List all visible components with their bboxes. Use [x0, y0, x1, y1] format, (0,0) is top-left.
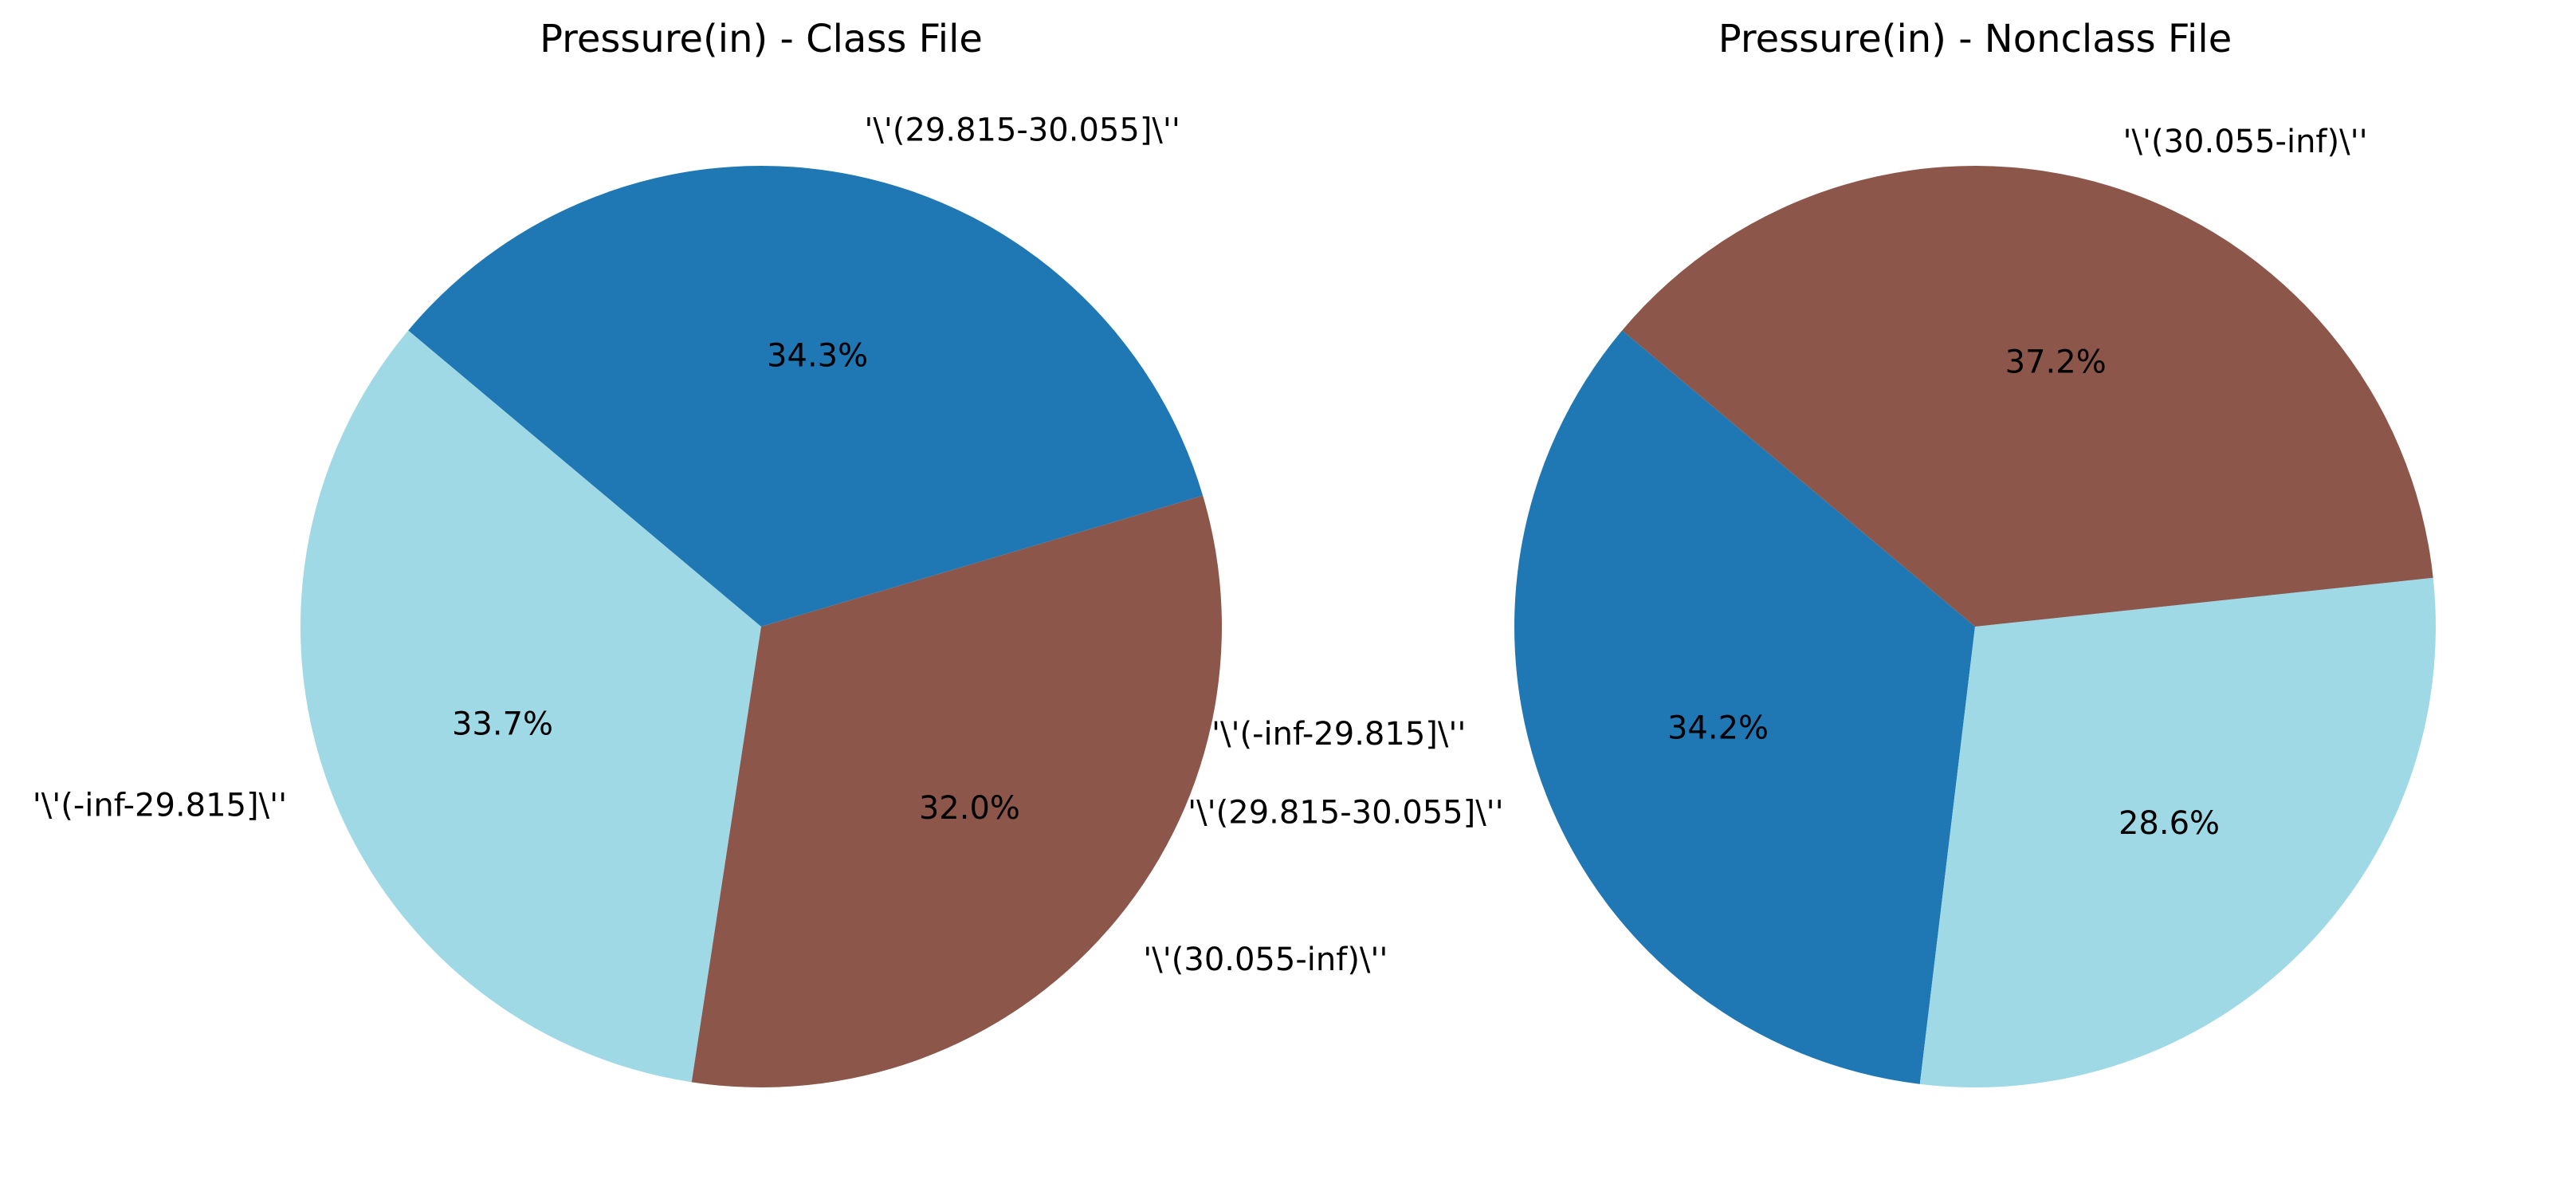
slice-percent-label: 37.2% [2005, 344, 2107, 380]
chart-title-nonclass-file: Pressure(in) - Nonclass File [1718, 17, 2232, 61]
slice-category-label-29-815-30-055: '\'(29.815-30.055]\'' [864, 112, 1180, 149]
chart-title-class-file: Pressure(in) - Class File [540, 17, 983, 61]
slices-nonclass-file [1514, 166, 2437, 1088]
slice-percent-label: 34.2% [1667, 710, 1769, 746]
labels-class-file: 33.7% '\'(-inf-29.815]\'' 32.0% '\'(30.055-… [33, 112, 1467, 978]
slice-percent-label: 32.0% [919, 790, 1020, 827]
slice-percent-label: 34.3% [767, 338, 868, 375]
extra-category-label: '\'(-inf-29.815]\'' [1211, 716, 1466, 753]
pie-slice-1 [300, 330, 762, 1083]
slice-category-label-30-055-inf: '\'(30.055-inf)\'' [2123, 124, 2368, 160]
pie-chart-class-file: Pressure(in) - Class File 33.7% '\'(-inf-… [33, 17, 1467, 1087]
slice-category-label-30-055-inf: '\'(30.055-inf)\'' [1143, 942, 1388, 978]
pie-chart-nonclass-file: Pressure(in) - Nonclass File 34.2% '\'(29… [1188, 17, 2437, 1088]
pie-slice-3 [1622, 166, 2433, 627]
slices-class-file [300, 166, 1222, 1087]
pie-slice-3 [408, 166, 1204, 627]
slice-percent-label: 28.6% [2119, 805, 2220, 842]
pie-slice-2 [1919, 577, 2437, 1088]
labels-nonclass-file: 34.2% '\'(29.815-30.055]\'' 28.6% 37.2% '\'(… [1188, 124, 2367, 842]
pie-slice-2 [691, 495, 1222, 1087]
slice-percent-label: 33.7% [452, 706, 553, 742]
slice-category-label-inf-29-815: '\'(-inf-29.815]\'' [33, 787, 287, 824]
slice-category-label-29-815-30-055: '\'(29.815-30.055]\'' [1188, 795, 1504, 831]
pie-slice-1 [1514, 330, 1975, 1084]
